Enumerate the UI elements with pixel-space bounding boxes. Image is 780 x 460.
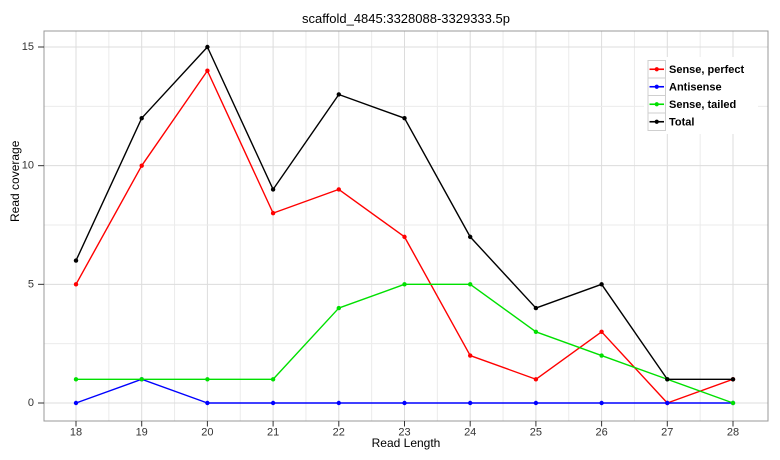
data-point-sense-perfect <box>139 163 144 168</box>
y-tick-label: 15 <box>22 41 34 53</box>
data-point-antisense <box>468 400 473 406</box>
data-point-sense-tailed <box>270 377 276 382</box>
data-point-antisense <box>205 400 210 406</box>
x-tick-label: 22 <box>333 427 345 439</box>
x-tick-label: 20 <box>201 427 213 439</box>
y-tick-label: 10 <box>22 160 34 172</box>
chart-title: scaffold_4845:3328088-3329333.5p <box>302 11 510 26</box>
data-point-total <box>468 234 473 240</box>
y-tick-label: 0 <box>28 397 34 409</box>
data-point-sense-tailed <box>205 377 210 382</box>
panel-border <box>43 30 769 422</box>
data-point-total <box>665 377 670 382</box>
y-tick-label: 5 <box>28 278 34 290</box>
data-point-sense-perfect <box>73 282 79 287</box>
x-tick-label: 23 <box>398 427 410 439</box>
data-point-sense-tailed <box>730 400 736 406</box>
data-point-sense-tailed <box>402 282 407 287</box>
data-point-total <box>402 116 407 121</box>
data-point-total <box>336 92 341 97</box>
data-point-sense-perfect <box>468 353 473 358</box>
data-point-sense-perfect <box>336 187 341 192</box>
data-point-sense-perfect <box>599 329 604 335</box>
data-point-total <box>73 258 79 263</box>
data-point-total <box>599 282 604 287</box>
data-point-total <box>533 305 539 311</box>
x-tick-label: 27 <box>661 427 673 439</box>
data-point-sense-tailed <box>73 377 79 382</box>
x-tick-label: 19 <box>136 427 148 439</box>
legend-key-point-sense-perfect <box>654 67 659 72</box>
legend-label-sense-perfect: Sense, perfect <box>669 64 745 76</box>
x-tick-label: 25 <box>530 427 542 439</box>
x-tick-label: 18 <box>70 427 82 439</box>
x-tick-label: 21 <box>267 427 279 439</box>
data-point-sense-tailed <box>336 305 341 311</box>
x-axis-title: Read Length <box>371 436 441 450</box>
data-point-total <box>205 44 210 50</box>
data-point-sense-tailed <box>139 377 144 382</box>
data-point-antisense <box>336 400 341 406</box>
data-point-sense-tailed <box>599 353 604 358</box>
legend-key-point-total <box>654 119 659 124</box>
legend-label-total: Total <box>669 116 694 128</box>
data-point-antisense <box>73 400 79 406</box>
data-point-antisense <box>402 400 407 406</box>
data-point-antisense <box>270 400 276 406</box>
legend-key-point-sense-tailed <box>654 102 659 107</box>
data-point-total <box>270 187 276 192</box>
legend-label-antisense: Antisense <box>669 81 722 93</box>
data-point-total <box>139 116 144 121</box>
data-point-antisense <box>599 400 604 406</box>
x-tick-label: 24 <box>464 427 476 439</box>
data-point-antisense <box>665 400 670 406</box>
data-point-antisense <box>533 400 539 406</box>
data-point-sense-perfect <box>533 377 539 382</box>
data-point-sense-perfect <box>402 234 407 240</box>
legend-key-point-antisense <box>654 84 659 89</box>
data-point-sense-perfect <box>205 68 210 73</box>
data-point-sense-perfect <box>270 210 276 216</box>
x-tick-label: 26 <box>595 427 607 439</box>
data-point-total <box>730 377 736 382</box>
data-point-sense-tailed <box>533 329 539 335</box>
data-point-sense-tailed <box>468 282 473 287</box>
legend-label-sense-tailed: Sense, tailed <box>669 99 736 111</box>
x-tick-label: 28 <box>727 427 739 439</box>
